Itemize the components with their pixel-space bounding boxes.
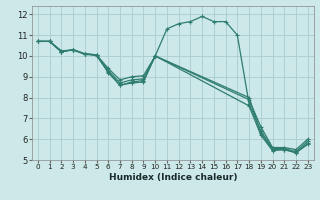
- X-axis label: Humidex (Indice chaleur): Humidex (Indice chaleur): [108, 173, 237, 182]
